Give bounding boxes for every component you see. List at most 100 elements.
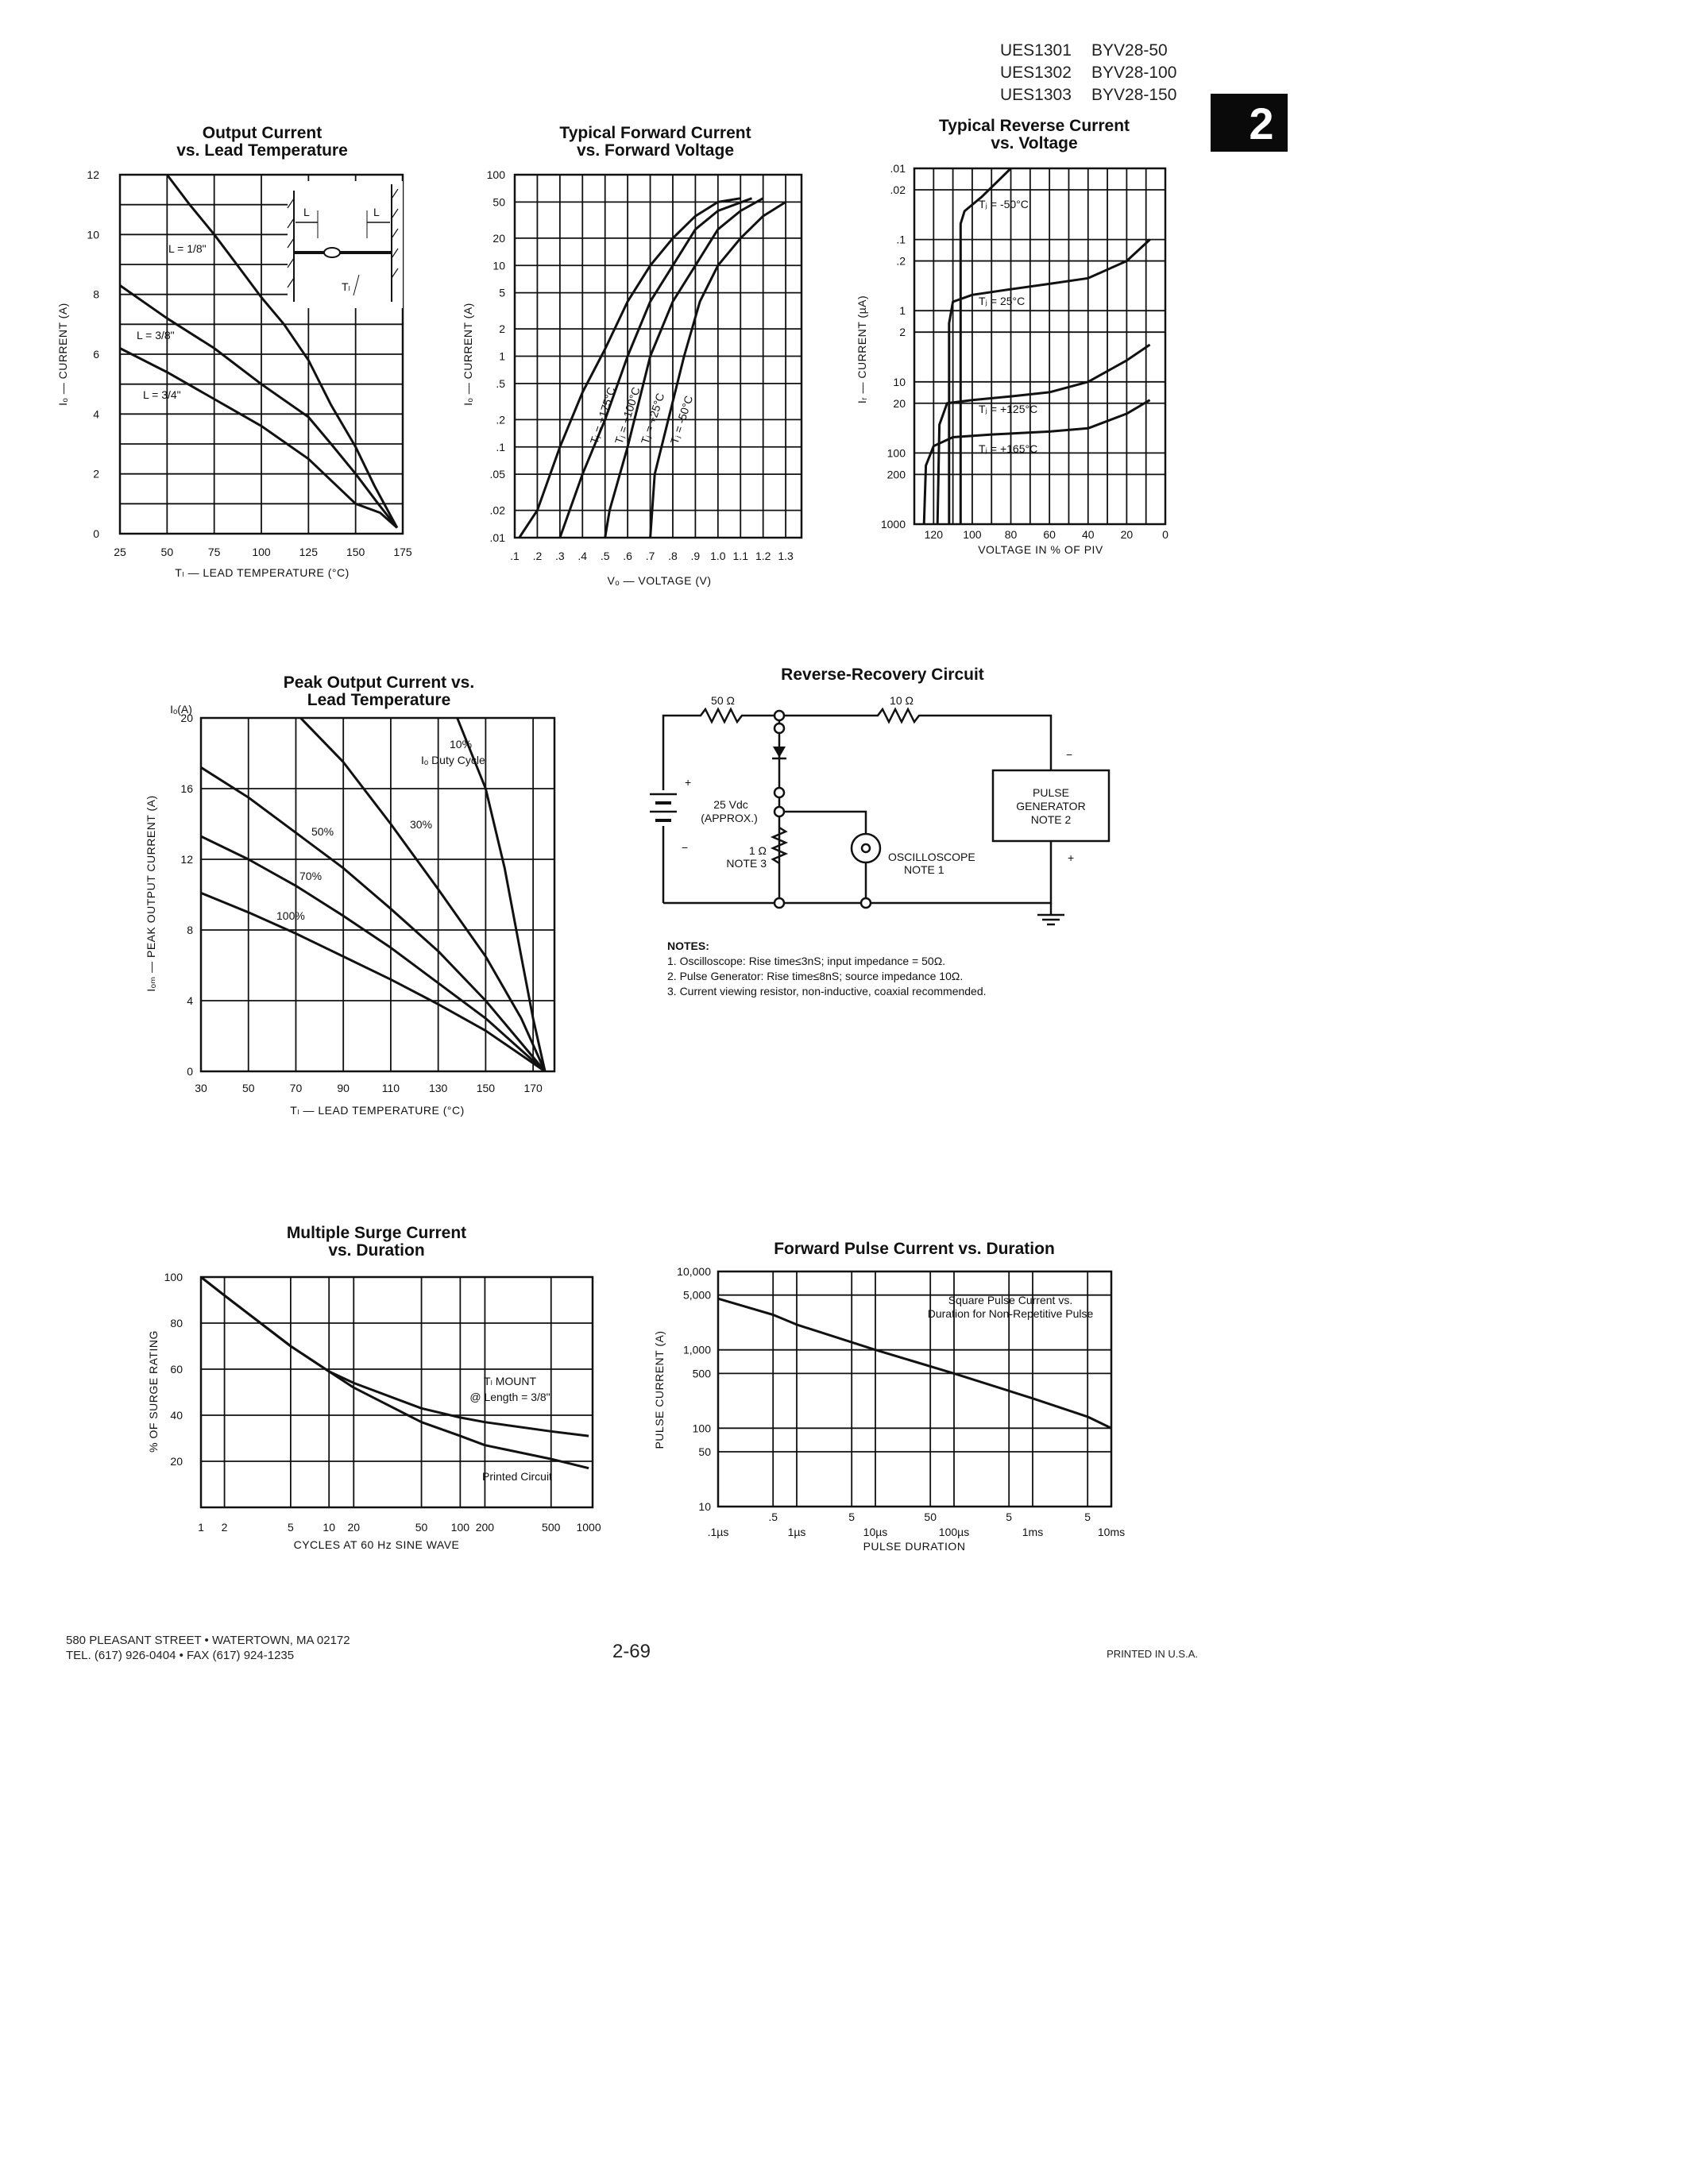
y-tick-label: .01 bbox=[890, 162, 906, 175]
y-axis-label: Iₒ — CURRENT (A) bbox=[56, 303, 69, 406]
x-tick-label: 1µs bbox=[788, 1526, 806, 1538]
series-line-3 bbox=[936, 343, 1151, 525]
series-line-3 bbox=[119, 347, 398, 529]
y-tick-label: 5,000 bbox=[683, 1289, 711, 1302]
resistor-1-ohm bbox=[770, 826, 789, 865]
plot-frame bbox=[118, 173, 404, 535]
y-tick-label: 50 bbox=[698, 1445, 711, 1458]
battery-minus: − bbox=[682, 841, 688, 854]
y-tick-label: 1 bbox=[499, 350, 505, 363]
battery-plus: + bbox=[685, 776, 691, 789]
note-item: 2. Pulse Generator: Rise time≤8nS; sourc… bbox=[667, 970, 963, 982]
series-label: Tⱼ = -50°C bbox=[979, 198, 1029, 210]
y-tick-label: 20 bbox=[170, 1455, 183, 1468]
chart-title: vs. Lead Temperature bbox=[176, 141, 348, 160]
part-number: BYV28-100 bbox=[1091, 64, 1176, 82]
x-tick-label: 100µs bbox=[939, 1526, 969, 1538]
y-axis-label: PULSE CURRENT (A) bbox=[653, 1330, 666, 1449]
x-axis-label: Tₗ — LEAD TEMPERATURE (°C) bbox=[175, 566, 350, 579]
section-tab: 2 bbox=[1211, 94, 1288, 152]
x-tick-label: 75 bbox=[208, 546, 221, 558]
part-number: UES1303 bbox=[1000, 86, 1072, 104]
y-tick-label: .05 bbox=[490, 468, 506, 480]
y-tick-label: 80 bbox=[170, 1317, 183, 1329]
ground-icon bbox=[1037, 903, 1064, 926]
y-tick-label: 10 bbox=[698, 1500, 711, 1513]
series-line-4 bbox=[922, 399, 1151, 525]
printed-in: PRINTED IN U.S.A. bbox=[1107, 1648, 1198, 1660]
x-axis-label: Tₗ — LEAD TEMPERATURE (°C) bbox=[290, 1104, 465, 1117]
chart-peak-output-current: Peak Output Current vs.Lead Temperature 0… bbox=[145, 673, 556, 1117]
pulse-generator-plus: + bbox=[1068, 851, 1074, 864]
page-number: 2-69 bbox=[612, 1641, 651, 1662]
chart-title: Forward Pulse Current vs. Duration bbox=[774, 1240, 1055, 1258]
x-tick-label: 1.2 bbox=[755, 550, 771, 562]
plot-frame bbox=[717, 1270, 1113, 1508]
x-tick-label: 20 bbox=[1121, 528, 1134, 541]
x-tick-label: 100 bbox=[451, 1521, 470, 1534]
series-label: 50% bbox=[311, 825, 334, 838]
x-tick-label: 175 bbox=[393, 546, 412, 558]
x-tick-label: 100 bbox=[252, 546, 271, 558]
chart-annotation: Printed Circuit bbox=[482, 1470, 552, 1483]
series-line-1 bbox=[456, 717, 547, 1072]
y-axis-label: Iᵣ — CURRENT (µA) bbox=[856, 295, 868, 403]
x-tick-label: 50 bbox=[242, 1082, 255, 1094]
chart-title: Typical Reverse Current bbox=[939, 117, 1130, 135]
x-tick-label: 60 bbox=[1043, 528, 1056, 541]
y-tick-label: 1 bbox=[899, 304, 906, 317]
y-tick-label: 5 bbox=[499, 287, 505, 299]
series-line-1 bbox=[518, 197, 741, 538]
series-label: L = 1/8" bbox=[168, 242, 207, 255]
chart-title: Lead Temperature bbox=[307, 691, 451, 709]
x-tick-label: .1 bbox=[510, 550, 520, 562]
part-number: BYV28-150 bbox=[1091, 86, 1176, 104]
series-line-1 bbox=[717, 1297, 1112, 1430]
series-line-2 bbox=[200, 1275, 589, 1470]
section-number: 2 bbox=[1249, 98, 1273, 149]
x-tick-label: 120 bbox=[925, 528, 944, 541]
pulse-generator-label: PULSE bbox=[1033, 786, 1069, 799]
y-unit-label: Iₒ(A) bbox=[170, 703, 192, 716]
x-tick-label: 40 bbox=[1082, 528, 1095, 541]
x-axis-label: PULSE DURATION bbox=[863, 1540, 966, 1553]
x-tick-label: 20 bbox=[347, 1521, 360, 1534]
x-axis-label: VOLTAGE IN % OF PIV bbox=[978, 543, 1103, 556]
plot-frame bbox=[913, 167, 1167, 526]
x-minor-tick-label: 5 bbox=[1084, 1511, 1091, 1523]
chart-title: vs. Voltage bbox=[991, 134, 1077, 152]
series-label: 30% bbox=[410, 818, 432, 831]
x-tick-label: 5 bbox=[288, 1521, 294, 1534]
part-number: BYV28-50 bbox=[1091, 41, 1168, 60]
series-line-2 bbox=[299, 716, 547, 1072]
y-tick-label: 200 bbox=[887, 468, 906, 480]
y-tick-label: 2 bbox=[899, 326, 906, 338]
x-minor-tick-label: .5 bbox=[768, 1511, 778, 1523]
x-minor-tick-label: 5 bbox=[1006, 1511, 1012, 1523]
y-tick-label: 6 bbox=[93, 348, 99, 361]
y-tick-label: .01 bbox=[490, 531, 506, 544]
x-tick-label: 125 bbox=[299, 546, 319, 558]
y-tick-label: .2 bbox=[496, 413, 505, 426]
y-tick-label: 12 bbox=[87, 168, 99, 181]
pulse-generator-label: GENERATOR bbox=[1016, 800, 1085, 812]
y-tick-label: 60 bbox=[170, 1363, 183, 1376]
y-axis-label: Iₒ — CURRENT (A) bbox=[462, 303, 474, 406]
y-tick-label: .5 bbox=[496, 377, 505, 390]
series-label: Tⱼ = +125°C bbox=[979, 403, 1037, 415]
y-tick-label: 100 bbox=[693, 1422, 712, 1434]
x-tick-label: .5 bbox=[601, 550, 610, 562]
chart-annotation: Tₗ MOUNT bbox=[484, 1375, 537, 1387]
x-tick-label: 1.3 bbox=[778, 550, 794, 562]
chart-annotation: Square Pulse Current vs. bbox=[948, 1294, 1072, 1306]
lead-mount-inset-diagram: L L Tₗ bbox=[287, 181, 403, 308]
y-tick-label: 10,000 bbox=[677, 1265, 711, 1278]
x-tick-label: 1 bbox=[198, 1521, 204, 1534]
inset-label-tl: Tₗ bbox=[342, 280, 350, 293]
chart-title: Typical Forward Current bbox=[559, 124, 751, 142]
y-tick-label: 2 bbox=[93, 468, 99, 480]
